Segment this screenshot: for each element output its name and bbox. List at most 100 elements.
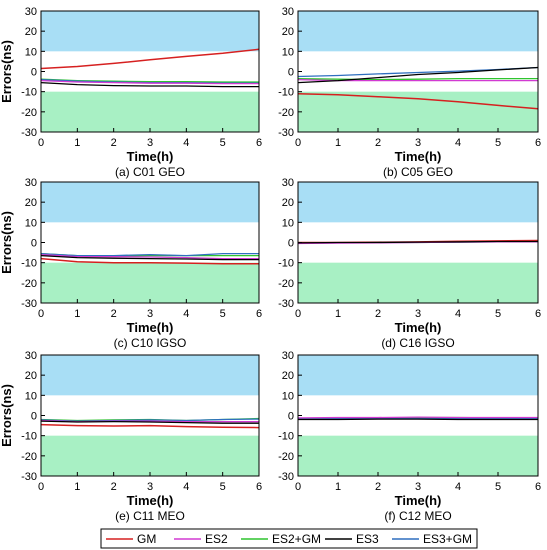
y-tick-label: 30: [25, 6, 37, 18]
x-tick-label: 4: [455, 481, 461, 493]
series-line-gm: [297, 92, 539, 110]
series-line-es3: [297, 240, 538, 244]
x-tick-label: 5: [220, 308, 226, 320]
y-tick-label: 30: [282, 350, 294, 362]
upper-threshold-band: [41, 355, 259, 396]
x-tick-label: 0: [38, 481, 44, 493]
series-line-es3: [297, 66, 539, 84]
upper-threshold-band: [41, 11, 259, 52]
y-tick-label: -10: [21, 431, 37, 443]
y-tick-label: -10: [278, 87, 294, 99]
x-tick-label: 4: [183, 308, 189, 320]
series-line-es3: [40, 420, 259, 424]
y-tick-label: -20: [278, 107, 294, 119]
upper-threshold-band: [41, 182, 259, 223]
series-line-es2-gm: [297, 77, 538, 81]
panel-caption: (e) C11 MEO: [115, 509, 185, 523]
x-tick-label: 5: [220, 137, 226, 149]
x-tick-label: 4: [183, 137, 189, 149]
y-tick-label: 30: [282, 177, 294, 189]
y-tick-label: -10: [21, 258, 37, 270]
x-tick-label: 5: [495, 481, 501, 493]
y-tick-label: 10: [282, 217, 294, 229]
lower-threshold-band: [298, 435, 538, 476]
y-tick-label: -20: [21, 278, 37, 290]
x-tick-label: 5: [495, 137, 501, 149]
x-tick-label: 4: [183, 481, 189, 493]
y-tick-label: 20: [25, 370, 37, 382]
panel-3: -30 -20 -10 0 10 20 30 0 1 2 3 4 5 6 Time(h) Errors(ns)…: [0, 177, 262, 350]
y-tick-label: -20: [21, 451, 37, 463]
y-tick-label: -20: [278, 451, 294, 463]
lower-threshold-band: [41, 435, 259, 476]
y-tick-label: 10: [25, 390, 37, 402]
x-tick-label: 3: [415, 137, 421, 149]
x-tick-label: 3: [147, 308, 153, 320]
panel-caption: (a) C01 GEO: [115, 165, 185, 179]
series-line-gm: [40, 257, 259, 265]
x-axis-label: Time(h): [127, 149, 174, 164]
y-tick-label: -30: [278, 127, 294, 139]
x-tick-label: 0: [295, 481, 301, 493]
y-tick-label: 20: [282, 26, 294, 38]
y-axis-label: Errors(ns): [0, 40, 14, 103]
x-tick-label: 2: [111, 308, 117, 320]
y-tick-label: 0: [31, 67, 37, 79]
x-tick-label: 0: [38, 308, 44, 320]
lower-threshold-band: [41, 262, 259, 303]
y-tick-label: -30: [278, 471, 294, 483]
y-axis-label: Errors(ns): [0, 211, 14, 274]
x-tick-label: 2: [375, 308, 381, 320]
x-tick-label: 4: [455, 308, 461, 320]
x-axis-label: Time(h): [127, 493, 174, 508]
legend-box: [100, 528, 478, 549]
y-tick-label: 20: [282, 370, 294, 382]
y-tick-label: 10: [282, 390, 294, 402]
y-tick-label: -20: [278, 278, 294, 290]
x-tick-label: 3: [147, 137, 153, 149]
lower-threshold-band: [41, 91, 259, 132]
legend: GM ES2 ES2+GM ES3 ES3+GM: [100, 528, 478, 549]
series-line-es3-gm: [40, 252, 259, 257]
y-tick-label: 30: [282, 6, 294, 18]
x-tick-label: 1: [335, 308, 341, 320]
x-tick-label: 1: [74, 308, 80, 320]
x-tick-label: 3: [147, 481, 153, 493]
y-tick-label: 0: [31, 238, 37, 250]
x-tick-label: 0: [38, 137, 44, 149]
panel-5: -30 -20 -10 0 10 20 30 0 1 2 3 4 5 6 Time(h) Errors(ns)…: [0, 350, 262, 523]
x-axis-label: Time(h): [395, 493, 442, 508]
upper-threshold-band: [298, 355, 538, 396]
y-tick-label: -20: [21, 107, 37, 119]
x-tick-label: 5: [495, 308, 501, 320]
x-tick-label: 2: [111, 481, 117, 493]
y-axis-label: Errors(ns): [0, 384, 14, 447]
series-line-gm: [40, 48, 260, 70]
x-tick-label: 2: [375, 481, 381, 493]
y-tick-label: 0: [288, 238, 294, 250]
series-line-es2: [40, 79, 259, 85]
x-tick-label: 4: [455, 137, 461, 149]
x-tick-label: 6: [535, 481, 541, 493]
x-tick-label: 3: [415, 308, 421, 320]
legend-label-es3: ES3: [356, 532, 379, 546]
panel-2: -30 -20 -10 0 10 20 30 0 1 2 3 4 5 6 Time(h)(b) C05 GE…: [278, 6, 541, 179]
x-axis-label: Time(h): [127, 320, 174, 335]
series-line-es3: [40, 254, 259, 261]
x-tick-label: 6: [535, 137, 541, 149]
y-tick-label: -30: [278, 298, 294, 310]
y-tick-label: -10: [278, 258, 294, 270]
y-tick-label: 0: [31, 411, 37, 423]
y-tick-label: 0: [288, 67, 294, 79]
x-tick-label: 6: [256, 137, 262, 149]
legend-label-es2: ES2: [205, 532, 228, 546]
panel-caption: (b) C05 GEO: [383, 165, 453, 179]
x-axis-label: Time(h): [395, 320, 442, 335]
y-tick-label: 10: [282, 46, 294, 58]
y-tick-label: 0: [288, 411, 294, 423]
panel-1: -30 -20 -10 0 10 20 30 0 1 2 3 4 5 6 Time(h) Errors(ns)…: [0, 6, 262, 179]
x-axis-label: Time(h): [395, 149, 442, 164]
x-tick-label: 6: [256, 481, 262, 493]
series-line-es2: [40, 253, 259, 260]
